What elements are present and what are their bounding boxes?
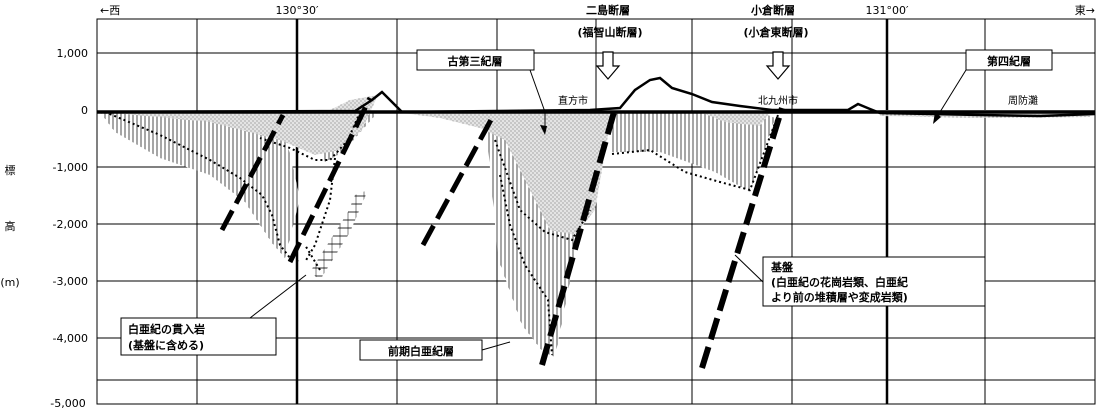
futashima-fault-alias: (福智山断層) [577,25,642,39]
intrusive-label: 白亜紀の貫入岩 [128,322,205,336]
quaternary-callout: 第四紀層 [933,49,1053,124]
paleogene-label: 古第三紀層 [448,54,503,68]
basement-label: 基盤 [770,260,794,274]
longitude-label-130-30: 130°30′ [276,4,319,17]
elevation-tick: -2,000 [53,218,88,231]
elevation-tick: -5,000 [50,397,85,410]
axis-label-char: 高 [5,219,16,233]
kokura-fault-alias: (小倉東断層) [743,25,808,39]
place-suonada: 周防灘 [1008,94,1038,107]
basement-desc-line2: より前の堆積層や変成岩類) [771,290,908,304]
west-label: ←西 [100,4,120,17]
axis-unit: (m) [0,276,19,289]
quaternary-label: 第四紀層 [987,54,1031,68]
paleogene-callout: 古第三紀層 [416,49,547,135]
elevation-tick: -1,000 [53,161,88,174]
basement-desc-line1: (白亜紀の花崗岩類、白亜紀 [771,275,908,289]
elevation-tick: -4,000 [53,332,88,345]
basement-callout: 基盤 (白亜紀の花崗岩類、白亜紀 より前の堆積層や変成岩類) [734,254,986,307]
futashima-fault-arrow [595,51,621,80]
place-nogata: 直方市 [558,94,588,107]
kokura-fault-label: 小倉断層 [750,3,795,17]
longitude-label-131-00: 131°00′ [866,4,909,17]
futashima-fault-label: 二島断層 [586,3,630,17]
elevation-tick: 1,000 [57,47,89,60]
elevation-tick: 0 [81,104,88,117]
ground-surface [96,76,1096,118]
intrusive-note: (基盤に含める) [128,338,204,352]
place-kitakyushu: 北九州市 [758,94,798,107]
faults [219,96,785,369]
kokura-fault-arrow [765,51,791,80]
intrusive-callout: 白亜紀の貫入岩 (基盤に含める) [120,274,307,356]
intrusive-rock-body [310,190,368,280]
axis-label-char: 標 [5,163,16,177]
early-cretaceous-callout: 前期白亜紀層 [359,339,511,361]
early-cretaceous-label: 前期白亜紀層 [388,344,454,358]
elevation-tick: -3,000 [53,275,88,288]
east-label: 東→ [1075,4,1095,17]
